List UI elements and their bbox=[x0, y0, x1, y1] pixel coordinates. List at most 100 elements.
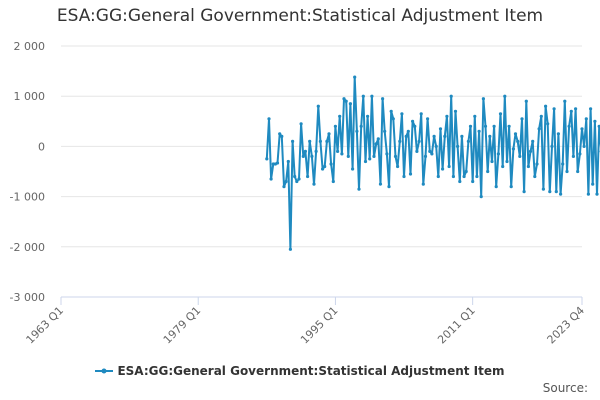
data-point[interactable] bbox=[430, 152, 434, 156]
data-point[interactable] bbox=[593, 119, 597, 123]
data-point[interactable] bbox=[582, 144, 586, 148]
data-point[interactable] bbox=[574, 107, 578, 111]
data-point[interactable] bbox=[267, 117, 271, 121]
data-point[interactable] bbox=[449, 94, 453, 98]
data-point[interactable] bbox=[336, 149, 340, 153]
data-point[interactable] bbox=[471, 179, 475, 184]
data-point[interactable] bbox=[423, 154, 428, 158]
data-point[interactable] bbox=[310, 154, 314, 158]
data-point[interactable] bbox=[340, 152, 344, 156]
data-point[interactable] bbox=[505, 159, 509, 164]
data-point[interactable] bbox=[411, 119, 415, 123]
data-point[interactable] bbox=[464, 169, 468, 174]
data-point[interactable] bbox=[353, 75, 357, 79]
data-point[interactable] bbox=[565, 169, 569, 174]
data-point[interactable] bbox=[507, 124, 511, 128]
data-point[interactable] bbox=[473, 114, 477, 118]
data-point[interactable] bbox=[458, 179, 462, 184]
data-point[interactable] bbox=[280, 134, 284, 138]
data-point[interactable] bbox=[486, 169, 490, 174]
data-point[interactable] bbox=[546, 122, 550, 126]
data-point[interactable] bbox=[432, 134, 436, 138]
data-point[interactable] bbox=[303, 149, 307, 153]
data-point[interactable] bbox=[357, 187, 361, 191]
data-point[interactable] bbox=[438, 127, 443, 131]
data-point[interactable] bbox=[346, 154, 350, 158]
data-point[interactable] bbox=[531, 139, 535, 143]
data-point[interactable] bbox=[426, 117, 430, 121]
data-point[interactable] bbox=[597, 124, 600, 128]
data-point[interactable] bbox=[308, 139, 312, 143]
data-point[interactable] bbox=[576, 169, 580, 174]
data-point[interactable] bbox=[578, 152, 582, 156]
data-point[interactable] bbox=[539, 114, 543, 118]
data-point[interactable] bbox=[492, 124, 496, 128]
data-point[interactable] bbox=[443, 134, 447, 138]
data-point[interactable] bbox=[595, 192, 599, 196]
data-point[interactable] bbox=[496, 152, 500, 156]
data-point[interactable] bbox=[398, 139, 402, 143]
data-point[interactable] bbox=[338, 114, 342, 118]
data-point[interactable] bbox=[306, 174, 310, 179]
data-point[interactable] bbox=[501, 164, 505, 169]
data-point[interactable] bbox=[333, 124, 337, 128]
data-point[interactable] bbox=[419, 112, 423, 116]
data-point[interactable] bbox=[475, 174, 479, 179]
data-point[interactable] bbox=[378, 182, 383, 186]
data-point[interactable] bbox=[359, 124, 363, 128]
data-point[interactable] bbox=[456, 144, 460, 148]
data-point[interactable] bbox=[331, 179, 335, 184]
data-point[interactable] bbox=[366, 114, 370, 118]
data-point[interactable] bbox=[301, 154, 305, 158]
data-point[interactable] bbox=[374, 142, 378, 146]
data-point[interactable] bbox=[355, 129, 359, 133]
data-point[interactable] bbox=[413, 124, 417, 128]
data-point[interactable] bbox=[363, 159, 368, 164]
data-point[interactable] bbox=[561, 162, 565, 166]
data-point[interactable] bbox=[513, 132, 518, 136]
data-point[interactable] bbox=[295, 179, 299, 184]
data-point[interactable] bbox=[479, 195, 483, 199]
data-point[interactable] bbox=[580, 127, 584, 131]
data-point[interactable] bbox=[466, 139, 470, 143]
data-point[interactable] bbox=[526, 164, 531, 169]
data-point[interactable] bbox=[415, 149, 419, 153]
data-point[interactable] bbox=[541, 187, 546, 191]
data-point[interactable] bbox=[550, 144, 554, 148]
data-point[interactable] bbox=[329, 162, 333, 166]
data-point[interactable] bbox=[483, 124, 488, 128]
data-point[interactable] bbox=[524, 99, 528, 103]
data-point[interactable] bbox=[385, 152, 389, 156]
data-point[interactable] bbox=[447, 164, 451, 169]
data-point[interactable] bbox=[396, 164, 400, 169]
data-point[interactable] bbox=[316, 104, 320, 108]
data-point[interactable] bbox=[348, 102, 352, 106]
legend[interactable]: ESA:GG:General Government:Statistical Ad… bbox=[0, 364, 600, 378]
data-point[interactable] bbox=[383, 129, 387, 133]
data-point[interactable] bbox=[404, 134, 408, 138]
data-point[interactable] bbox=[288, 247, 292, 251]
data-point[interactable] bbox=[445, 114, 449, 118]
data-point[interactable] bbox=[387, 185, 391, 189]
data-point[interactable] bbox=[563, 99, 567, 103]
data-point[interactable] bbox=[556, 132, 561, 136]
data-point[interactable] bbox=[436, 174, 440, 179]
data-point[interactable] bbox=[586, 192, 591, 196]
data-point[interactable] bbox=[265, 157, 269, 161]
data-point[interactable] bbox=[518, 154, 522, 158]
data-point[interactable] bbox=[284, 179, 288, 184]
data-point[interactable] bbox=[451, 174, 455, 179]
data-point[interactable] bbox=[278, 132, 282, 136]
data-point[interactable] bbox=[342, 97, 346, 101]
data-point[interactable] bbox=[327, 132, 331, 136]
data-point[interactable] bbox=[389, 109, 393, 113]
data-point[interactable] bbox=[477, 129, 481, 133]
data-point[interactable] bbox=[533, 174, 537, 179]
data-point[interactable] bbox=[370, 94, 374, 98]
data-point[interactable] bbox=[344, 99, 348, 103]
data-point[interactable] bbox=[318, 139, 322, 143]
data-point[interactable] bbox=[460, 134, 464, 138]
data-point[interactable] bbox=[417, 139, 421, 143]
data-point[interactable] bbox=[275, 161, 280, 165]
data-point[interactable] bbox=[286, 159, 290, 164]
